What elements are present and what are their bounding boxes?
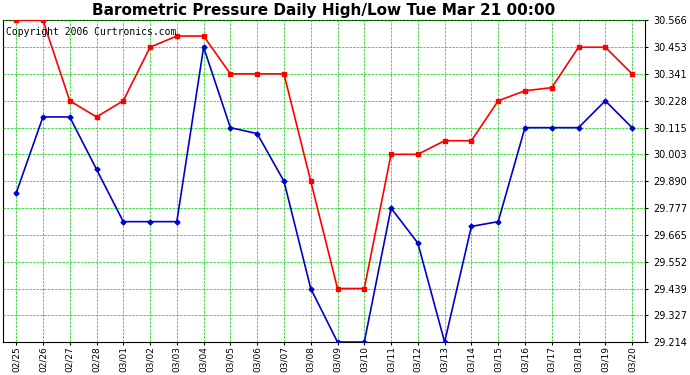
Title: Barometric Pressure Daily High/Low Tue Mar 21 00:00: Barometric Pressure Daily High/Low Tue M… <box>92 3 555 18</box>
Text: Copyright 2006 Curtronics.com: Copyright 2006 Curtronics.com <box>6 27 177 37</box>
